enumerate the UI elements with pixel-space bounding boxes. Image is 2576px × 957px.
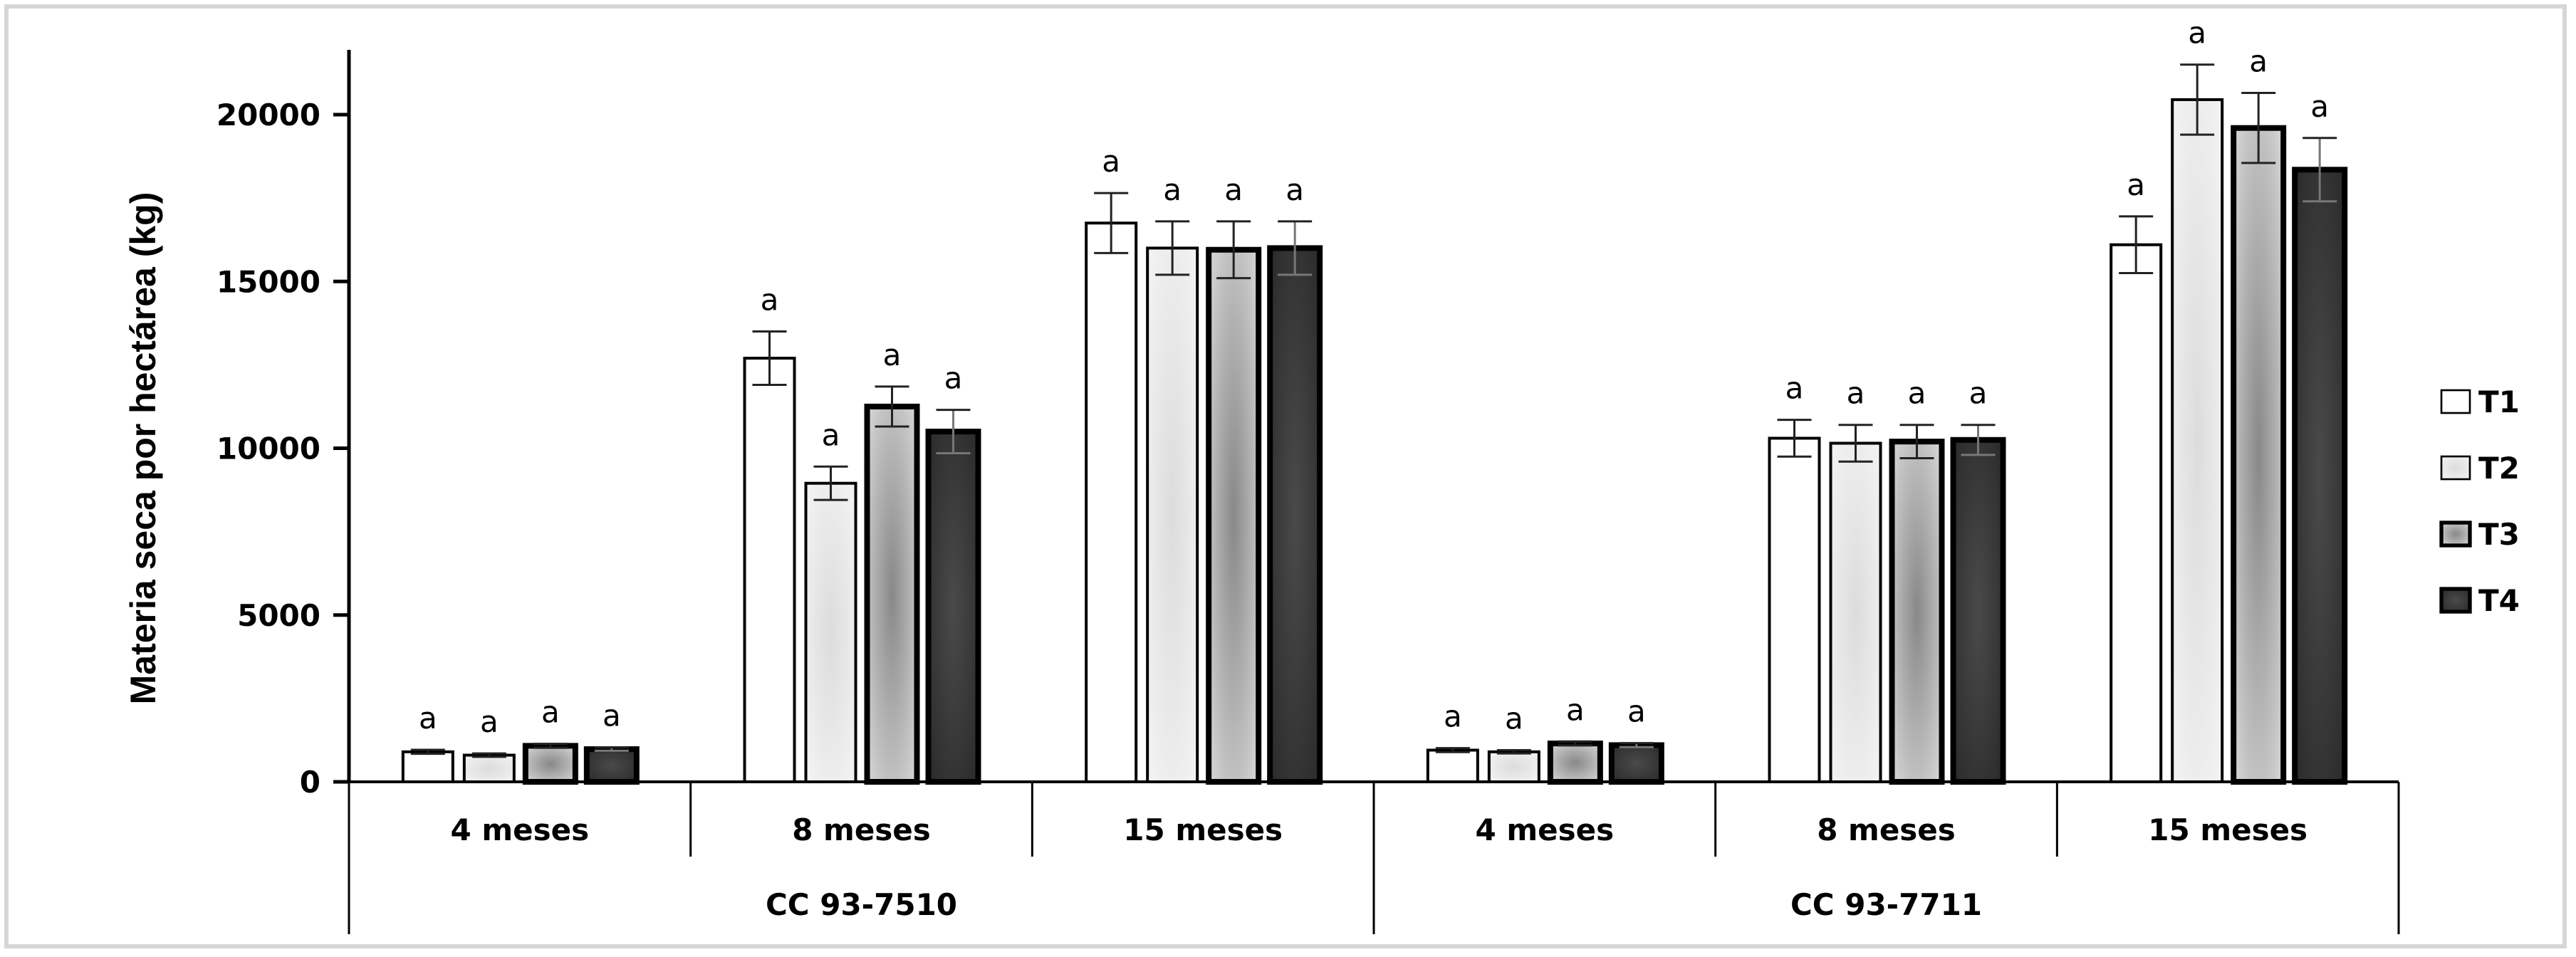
y-tick-label: 5000 [237, 598, 320, 633]
bar-t4 [1267, 245, 1323, 785]
legend-swatch-t4 [2439, 587, 2472, 614]
legend-label: T4 [2478, 583, 2520, 618]
bar-t2 [2171, 98, 2224, 784]
significance-letter: a [2249, 44, 2268, 79]
y-axis-label: Materia seca por hectárea (kg) [123, 192, 163, 705]
bar-t2 [1487, 750, 1540, 783]
significance-letter: a [1286, 172, 1304, 207]
significance-letter: a [541, 695, 560, 730]
group-label: CC 93-7711 [1790, 887, 1982, 922]
category-label: 4 meses [451, 812, 590, 847]
significance-letter: a [1444, 699, 1462, 734]
significance-letter: a [2310, 89, 2329, 124]
category-label: 4 meses [1476, 812, 1615, 847]
significance-letter: a [419, 701, 437, 736]
significance-letter: a [1847, 376, 1865, 411]
significance-letter: a [1224, 172, 1243, 207]
bar-t4 [583, 746, 640, 785]
bar-t3 [522, 743, 578, 785]
legend-swatch-t2 [2440, 455, 2471, 481]
y-tick-label: 20000 [217, 98, 320, 132]
category-label: 15 meses [2148, 812, 2308, 847]
bar-t4 [925, 429, 981, 785]
legend-swatch-t1 [2440, 389, 2471, 414]
significance-letter: a [480, 704, 499, 739]
bar-t1 [401, 750, 454, 783]
bar-t4 [2292, 167, 2348, 785]
legend-label: T1 [2478, 385, 2520, 419]
significance-letter: a [2127, 167, 2145, 202]
significance-letter: a [761, 283, 779, 318]
bar-t2 [1146, 246, 1199, 783]
group-label: CC 93-7510 [766, 887, 957, 922]
category-label: 15 meses [1123, 812, 1283, 847]
significance-letter: a [1627, 694, 1646, 729]
significance-letter: a [1908, 376, 1926, 411]
significance-letter: a [1969, 376, 1988, 411]
bar-t2 [462, 753, 516, 784]
y-tick-label: 0 [300, 765, 320, 800]
bar-t3 [2231, 125, 2287, 785]
bar-t1 [1426, 748, 1479, 784]
significance-letter: a [822, 417, 840, 452]
category-label: 8 meses [1817, 812, 1956, 847]
legend-swatch-t3 [2439, 521, 2472, 548]
bar-t3 [1206, 246, 1262, 785]
bar-t1 [2110, 243, 2163, 783]
bar-t3 [1889, 439, 1945, 785]
significance-letter: a [883, 338, 902, 372]
significance-letter: a [1566, 692, 1585, 727]
significance-letter: a [944, 361, 963, 396]
significance-letter: a [603, 699, 621, 733]
bar-t4 [1950, 436, 2006, 785]
significance-letter: a [1163, 172, 1182, 207]
category-label: 8 meses [792, 812, 931, 847]
significance-letter: a [2188, 16, 2206, 51]
significance-letter: a [1505, 701, 1523, 736]
bar-t1 [1085, 221, 1138, 783]
bar-t1 [743, 357, 796, 783]
significance-letter: a [1785, 371, 1804, 406]
significance-letter: a [1102, 144, 1120, 179]
bar-t2 [1829, 441, 1882, 783]
bar-t2 [804, 481, 857, 783]
bar-t4 [1608, 742, 1664, 785]
bar-t3 [864, 403, 920, 785]
bar-t1 [1768, 436, 1821, 783]
bar-t3 [1547, 741, 1603, 785]
y-tick-label: 15000 [217, 264, 320, 299]
legend-label: T3 [2478, 517, 2520, 552]
legend-label: T2 [2478, 451, 2520, 486]
y-tick-label: 10000 [217, 432, 320, 466]
